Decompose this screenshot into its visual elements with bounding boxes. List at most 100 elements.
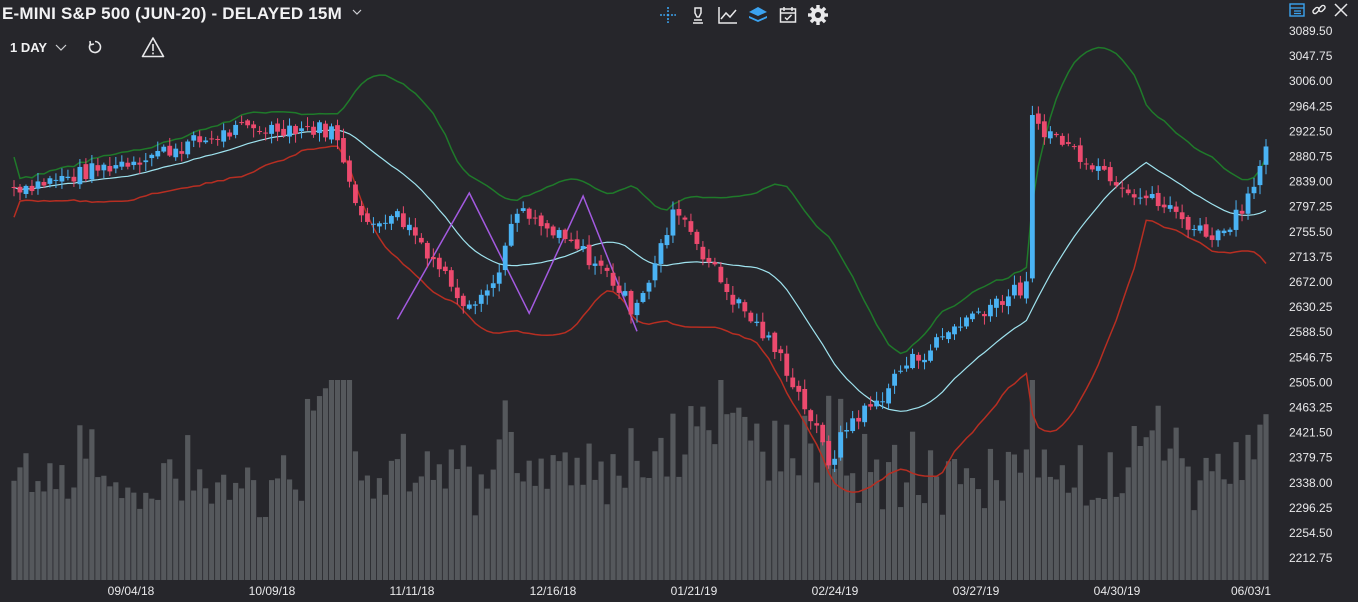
volume-bar	[131, 492, 137, 580]
candle-body	[149, 154, 155, 159]
candle-body	[634, 302, 640, 316]
candle-body	[826, 440, 832, 466]
volume-bar	[874, 459, 880, 580]
volume-bar	[382, 494, 389, 580]
candle-body	[71, 176, 77, 182]
volume-bar	[808, 443, 814, 580]
chevron-down-icon[interactable]	[352, 7, 362, 17]
volume-bar	[556, 461, 562, 580]
volume-bar	[59, 465, 65, 580]
candle-body	[820, 424, 826, 443]
refresh-icon[interactable]	[87, 39, 103, 55]
volume-bar	[1239, 480, 1245, 580]
x-axis: 09/04/18 10/09/18 11/11/18 12/16/18 01/21/19…	[108, 584, 1272, 598]
volume-bar	[119, 498, 125, 580]
candle-body	[394, 211, 400, 218]
candle-body	[790, 377, 796, 388]
volume-bar	[137, 508, 143, 580]
volume-bar	[286, 479, 293, 580]
candle-body	[892, 373, 897, 386]
chart-toolbar	[656, 3, 830, 27]
candle-body	[400, 213, 406, 228]
volume-bar	[915, 495, 922, 580]
settings-gear-icon[interactable]	[806, 3, 830, 27]
volume-bar	[520, 481, 526, 580]
crosshair-icon[interactable]	[656, 3, 680, 27]
candle-body	[406, 224, 412, 231]
volume-bar	[652, 451, 658, 580]
volume-bar	[71, 487, 77, 580]
candle-body	[796, 385, 802, 392]
volume-bar	[1263, 414, 1269, 580]
volume-bar	[993, 480, 1000, 580]
indicators-icon[interactable]	[716, 3, 740, 27]
candle-body	[23, 185, 29, 195]
layout-icon[interactable]	[1288, 1, 1306, 19]
candle-body	[604, 267, 610, 271]
candle-body	[910, 353, 915, 369]
y-tick-label: 2964.25	[1289, 99, 1333, 113]
candle-body	[1101, 165, 1107, 170]
volume-bar	[1113, 496, 1119, 580]
candle-body	[490, 283, 496, 288]
candle-body	[670, 209, 676, 236]
candle-body	[964, 317, 969, 327]
volume-bar	[694, 426, 700, 580]
link-icon[interactable]	[1310, 1, 1328, 19]
period-selector[interactable]: 1 DAY	[10, 39, 48, 55]
candle-body	[808, 410, 814, 422]
volume-bar	[221, 474, 227, 580]
candle-body	[982, 313, 987, 317]
candle-body	[1185, 216, 1191, 230]
volume-bar	[670, 413, 676, 580]
volume-bar	[376, 478, 383, 580]
volume-bar	[1131, 426, 1137, 580]
candle-body	[1053, 133, 1059, 136]
candle-body	[359, 205, 364, 216]
volume-bar	[310, 410, 317, 580]
candle-body	[538, 215, 544, 227]
candle-body	[916, 354, 921, 361]
draw-pen-icon[interactable]	[686, 3, 710, 27]
candle-body	[532, 217, 538, 219]
candle-body	[1089, 165, 1095, 170]
candle-body	[377, 223, 382, 227]
candle-body	[424, 242, 430, 259]
candle-body	[1095, 166, 1101, 171]
volume-bar	[951, 458, 958, 580]
volume-bar	[173, 478, 179, 580]
volume-bar	[945, 461, 952, 580]
volume-bar	[526, 460, 532, 580]
calendar-icon[interactable]	[776, 3, 800, 27]
layers-icon[interactable]	[746, 3, 770, 27]
volume-bar	[400, 433, 406, 580]
volume-bar	[748, 440, 754, 580]
candle-body	[365, 213, 370, 222]
candle-body	[1041, 121, 1047, 138]
volume-bar	[41, 491, 47, 580]
candle-body	[1191, 229, 1197, 231]
candle-body	[754, 321, 760, 323]
volume-bar	[143, 492, 149, 580]
close-icon[interactable]	[1332, 1, 1350, 19]
volume-bar	[1005, 451, 1012, 580]
candle-body	[682, 217, 688, 220]
candle-body	[388, 215, 394, 224]
candle-body	[1083, 163, 1089, 165]
pattern-overlay	[396, 191, 638, 332]
candle-body	[131, 161, 137, 166]
warning-icon[interactable]	[141, 36, 165, 58]
candle-body	[1161, 204, 1167, 208]
candle-body	[1125, 189, 1131, 194]
volume-bar	[598, 461, 604, 580]
candle-body	[293, 125, 298, 135]
candle-body	[227, 132, 233, 137]
y-tick-label: 3047.75	[1289, 49, 1333, 63]
candle-body	[1012, 284, 1017, 296]
candle-body	[1167, 205, 1173, 209]
volume-bar	[664, 476, 670, 580]
chevron-down-icon[interactable]	[55, 42, 67, 52]
candle-body	[1263, 146, 1269, 165]
y-tick-label: 2588.50	[1289, 325, 1333, 339]
